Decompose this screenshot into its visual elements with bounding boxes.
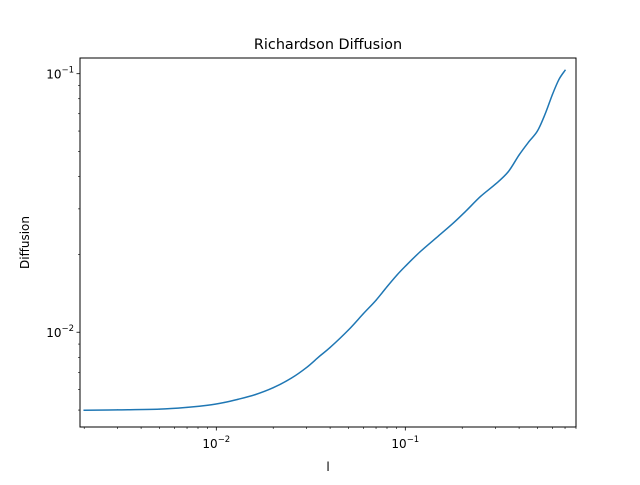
data-point — [362, 313, 364, 315]
data-point — [558, 78, 560, 81]
x-tick-label: 10−2 — [202, 435, 230, 451]
x-tick-label-base: 10 — [391, 437, 406, 451]
y-tick-label-exponent: −2 — [61, 324, 74, 334]
data-point — [116, 409, 119, 411]
data-point — [290, 377, 293, 379]
x-tick-label: 10−1 — [391, 435, 419, 451]
data-point — [479, 195, 482, 198]
data-point — [347, 329, 350, 331]
data-point — [318, 355, 320, 358]
data-point — [564, 69, 566, 71]
data-point — [207, 404, 209, 406]
data-point — [438, 235, 440, 237]
data-point — [186, 406, 188, 408]
data-point — [536, 130, 539, 132]
data-point — [507, 171, 509, 173]
plot-area — [80, 58, 576, 427]
y-axis-label: Diffusion — [18, 216, 32, 269]
y-tick-label-base: 10 — [46, 68, 61, 82]
data-point — [237, 398, 239, 400]
axes-frame — [79, 57, 577, 428]
data-point — [305, 366, 308, 369]
data-point — [544, 113, 546, 115]
data-point — [223, 401, 225, 404]
data-point — [83, 409, 85, 411]
data-point — [329, 346, 331, 349]
series-layer — [83, 69, 567, 412]
y-tick-label-exponent: −1 — [61, 66, 74, 76]
data-point — [254, 394, 256, 396]
x-tick-label-base: 10 — [202, 437, 217, 451]
data-point — [404, 265, 406, 267]
y-tick-label: 10−1 — [46, 66, 74, 82]
x-tick-label-exponent: −2 — [218, 435, 231, 445]
data-point — [396, 274, 398, 276]
data-point — [375, 299, 377, 301]
data-point — [419, 251, 421, 253]
data-point — [272, 387, 274, 389]
data-point — [386, 286, 388, 288]
y-tick-label: 10−2 — [46, 324, 74, 340]
data-point — [528, 141, 530, 143]
data-point — [158, 408, 161, 410]
x-tick-label-exponent: −1 — [407, 435, 420, 445]
major-ticks — [76, 73, 406, 431]
y-tick-label-base: 10 — [46, 326, 61, 340]
data-point — [494, 183, 497, 185]
x-axis-label: l — [326, 460, 329, 474]
data-point — [452, 222, 455, 224]
data-point — [465, 210, 467, 212]
chart-title: Richardson Diffusion — [254, 37, 402, 53]
tick-labels: 10−2 10−110−210−1 — [46, 66, 419, 451]
data-point — [518, 154, 520, 156]
data-point — [551, 94, 553, 96]
